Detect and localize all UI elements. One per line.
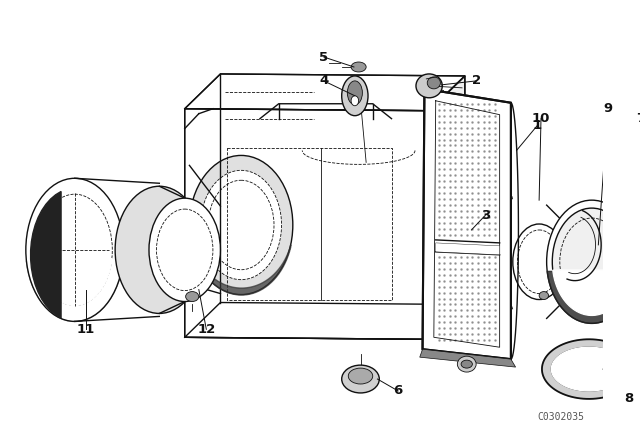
Polygon shape [185,109,429,339]
Ellipse shape [26,178,124,321]
Polygon shape [429,76,465,339]
Ellipse shape [458,356,476,372]
Polygon shape [26,261,123,321]
Polygon shape [420,349,516,367]
Ellipse shape [342,365,380,393]
Text: C0302035: C0302035 [537,412,584,422]
Text: 11: 11 [77,323,95,336]
Polygon shape [547,271,636,323]
Text: 8: 8 [625,392,634,405]
Text: 3: 3 [481,209,490,222]
Ellipse shape [186,292,199,302]
Ellipse shape [189,155,293,294]
Ellipse shape [115,186,204,314]
Polygon shape [552,347,623,391]
Text: 5: 5 [319,51,328,64]
Text: 2: 2 [472,74,481,87]
Ellipse shape [348,368,372,384]
Ellipse shape [547,200,637,323]
Polygon shape [185,302,465,339]
Text: 12: 12 [197,323,216,336]
Polygon shape [185,74,465,111]
Text: 9: 9 [603,102,612,115]
Ellipse shape [552,208,631,315]
Text: 10: 10 [532,112,550,125]
Ellipse shape [201,170,282,280]
Ellipse shape [208,180,274,270]
Text: 4: 4 [319,74,328,87]
Polygon shape [422,89,511,359]
Ellipse shape [348,81,362,105]
Ellipse shape [351,62,366,72]
Ellipse shape [342,76,368,116]
Polygon shape [436,243,500,255]
Ellipse shape [351,96,358,106]
Ellipse shape [149,198,220,302]
Text: 7: 7 [636,112,640,125]
Polygon shape [38,258,112,306]
Polygon shape [542,339,631,399]
Ellipse shape [513,224,566,300]
Ellipse shape [539,292,548,300]
Ellipse shape [461,360,472,368]
Text: 6: 6 [394,384,403,397]
Polygon shape [31,191,61,318]
Polygon shape [553,270,631,315]
Text: 1: 1 [532,119,542,132]
Ellipse shape [416,74,442,98]
Ellipse shape [428,77,440,89]
